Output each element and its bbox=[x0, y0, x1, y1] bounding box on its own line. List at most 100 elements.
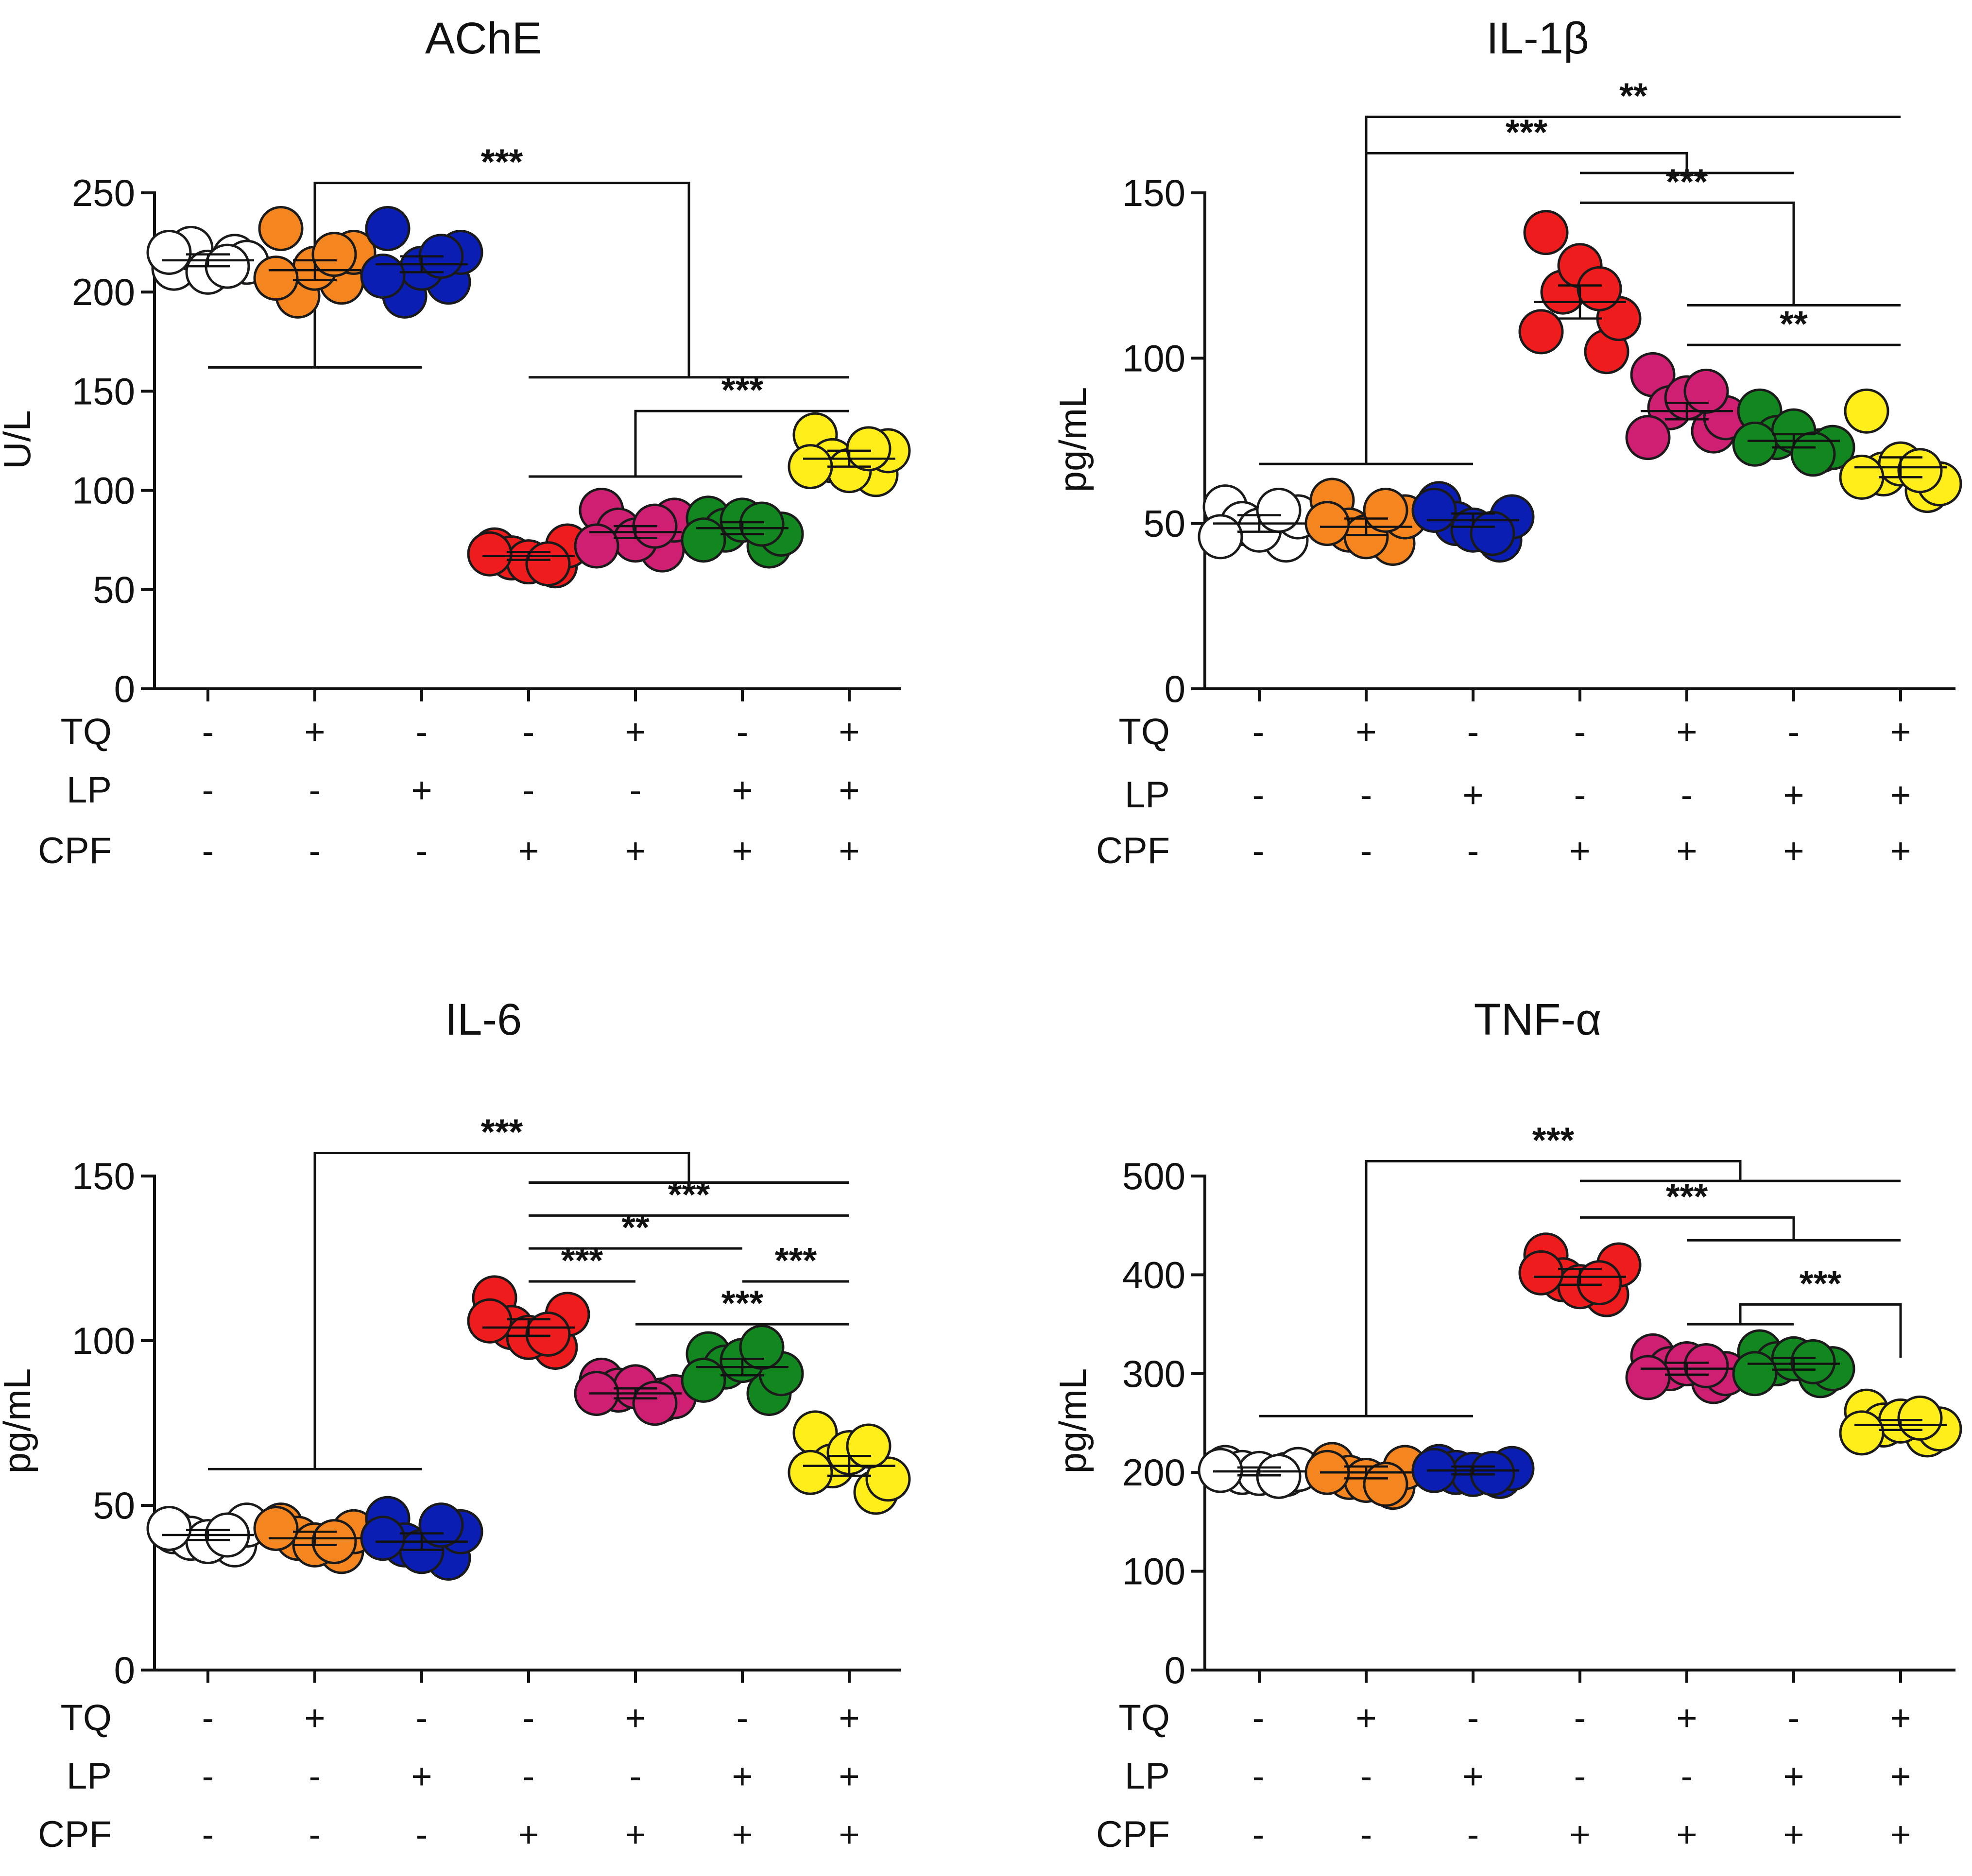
data-point bbox=[253, 1505, 299, 1551]
treatment-label-tq: TQ bbox=[1118, 711, 1170, 752]
treatment-sign: - bbox=[202, 770, 214, 810]
chart-title: AChE bbox=[425, 14, 542, 63]
treatment-sign: + bbox=[1890, 1814, 1911, 1855]
treatment-sign: + bbox=[1355, 712, 1376, 752]
treatment-sign: - bbox=[523, 1756, 535, 1796]
treatment-sign: + bbox=[839, 1814, 859, 1855]
chart-title: TNF-α bbox=[1474, 995, 1602, 1044]
treatment-label-lp: LP bbox=[67, 769, 112, 811]
data-point bbox=[525, 541, 571, 587]
treatment-sign: - bbox=[1252, 1814, 1265, 1855]
mean-sem-marker bbox=[589, 525, 682, 539]
treatment-sign: + bbox=[1462, 1756, 1483, 1796]
data-point bbox=[1844, 388, 1889, 434]
data-point bbox=[739, 1325, 785, 1370]
mean-sem-marker bbox=[1427, 1465, 1519, 1476]
significance-bracket: *** bbox=[742, 1240, 849, 1283]
treatment-sign: + bbox=[1569, 1814, 1590, 1855]
treatment-sign: + bbox=[732, 831, 753, 871]
treatment-sign: - bbox=[1681, 775, 1693, 815]
data-point bbox=[253, 256, 299, 301]
significance-bracket: *** bbox=[208, 142, 849, 379]
treatment-sign: + bbox=[1783, 1756, 1804, 1796]
significance-label: *** bbox=[668, 1174, 710, 1214]
data-point bbox=[1518, 1250, 1564, 1296]
data-point bbox=[1839, 1410, 1885, 1456]
data-point bbox=[525, 1311, 571, 1357]
treatment-sign: - bbox=[523, 770, 535, 810]
treatment-sign: - bbox=[1252, 1698, 1265, 1738]
treatment-sign: + bbox=[625, 1814, 646, 1855]
treatment-sign: - bbox=[1467, 1698, 1479, 1738]
treatment-label-cpf: CPF bbox=[1096, 830, 1170, 871]
y-tick-label: 0 bbox=[114, 1649, 135, 1691]
bracket-line bbox=[1365, 152, 1688, 464]
data-point bbox=[467, 531, 513, 577]
data-point bbox=[1518, 309, 1564, 355]
treatment-sign: + bbox=[1676, 831, 1697, 871]
bracket-line bbox=[1365, 1160, 1742, 1416]
data-point bbox=[1411, 487, 1457, 533]
y-tick-label: 100 bbox=[72, 469, 135, 512]
treatment-sign: - bbox=[523, 1698, 535, 1738]
data-point bbox=[1577, 1260, 1622, 1306]
y-tick-label: 50 bbox=[93, 1484, 135, 1527]
treatment-sign: - bbox=[1467, 712, 1479, 752]
treatment-label-tq: TQ bbox=[1118, 1697, 1170, 1739]
data-point bbox=[1625, 1355, 1671, 1400]
significance-label: ** bbox=[621, 1207, 650, 1247]
y-tick-label: 300 bbox=[1122, 1352, 1185, 1395]
treatment-sign: + bbox=[1676, 712, 1697, 752]
treatment-sign: + bbox=[1783, 831, 1804, 871]
significance-bracket: *** bbox=[529, 370, 849, 478]
treatment-sign: - bbox=[1360, 831, 1372, 871]
significance-label: ** bbox=[1780, 304, 1808, 344]
y-tick-label: 0 bbox=[1165, 667, 1185, 710]
y-tick-label: 500 bbox=[1122, 1155, 1185, 1197]
treatment-sign: + bbox=[411, 1756, 432, 1796]
mean-sem-marker bbox=[482, 1318, 575, 1337]
treatment-sign: - bbox=[1252, 1756, 1265, 1796]
treatment-sign: + bbox=[1676, 1698, 1697, 1738]
treatment-label-lp: LP bbox=[67, 1756, 112, 1797]
treatment-sign: + bbox=[518, 1814, 539, 1855]
significance-label: *** bbox=[721, 1283, 764, 1323]
data-point bbox=[1683, 1343, 1729, 1389]
mean-sem-marker bbox=[1854, 1419, 1947, 1431]
mean-sem-marker bbox=[1641, 401, 1733, 421]
y-tick-label: 150 bbox=[1122, 171, 1185, 214]
data-point bbox=[846, 426, 892, 472]
mean-sem-marker bbox=[803, 449, 895, 468]
significance-label: *** bbox=[1666, 1176, 1708, 1216]
treatment-sign: + bbox=[1783, 775, 1804, 815]
treatment-sign: + bbox=[839, 1756, 859, 1796]
treatment-sign: - bbox=[309, 1756, 321, 1796]
significance-label: *** bbox=[1666, 161, 1708, 202]
treatment-sign: - bbox=[1681, 1756, 1693, 1796]
significance-bracket: ** bbox=[1687, 304, 1901, 346]
significance-label: *** bbox=[561, 1240, 603, 1280]
mean-sem-marker bbox=[1748, 1357, 1840, 1371]
treatment-sign: + bbox=[732, 1756, 753, 1796]
bracket-line bbox=[1580, 1216, 1795, 1241]
treatment-sign: - bbox=[1574, 775, 1586, 815]
treatment-sign: - bbox=[1788, 1698, 1800, 1738]
y-axis-label: pg/mL bbox=[0, 1368, 38, 1474]
data-point bbox=[681, 1357, 726, 1403]
significance-bracket: ** bbox=[529, 1207, 742, 1250]
y-tick-label: 100 bbox=[1122, 1550, 1185, 1593]
bracket-line bbox=[1365, 115, 1901, 153]
treatment-label-cpf: CPF bbox=[38, 830, 112, 871]
treatment-sign: + bbox=[625, 831, 646, 871]
data-point bbox=[146, 1505, 192, 1551]
data-point bbox=[1363, 487, 1408, 533]
treatment-sign: + bbox=[839, 770, 859, 810]
treatment-sign: - bbox=[1467, 831, 1479, 871]
treatment-sign: - bbox=[1252, 712, 1265, 752]
treatment-sign: - bbox=[202, 712, 214, 752]
mean-sem-marker bbox=[1213, 1466, 1305, 1477]
treatment-sign: + bbox=[625, 712, 646, 752]
significance-label: *** bbox=[481, 142, 523, 182]
